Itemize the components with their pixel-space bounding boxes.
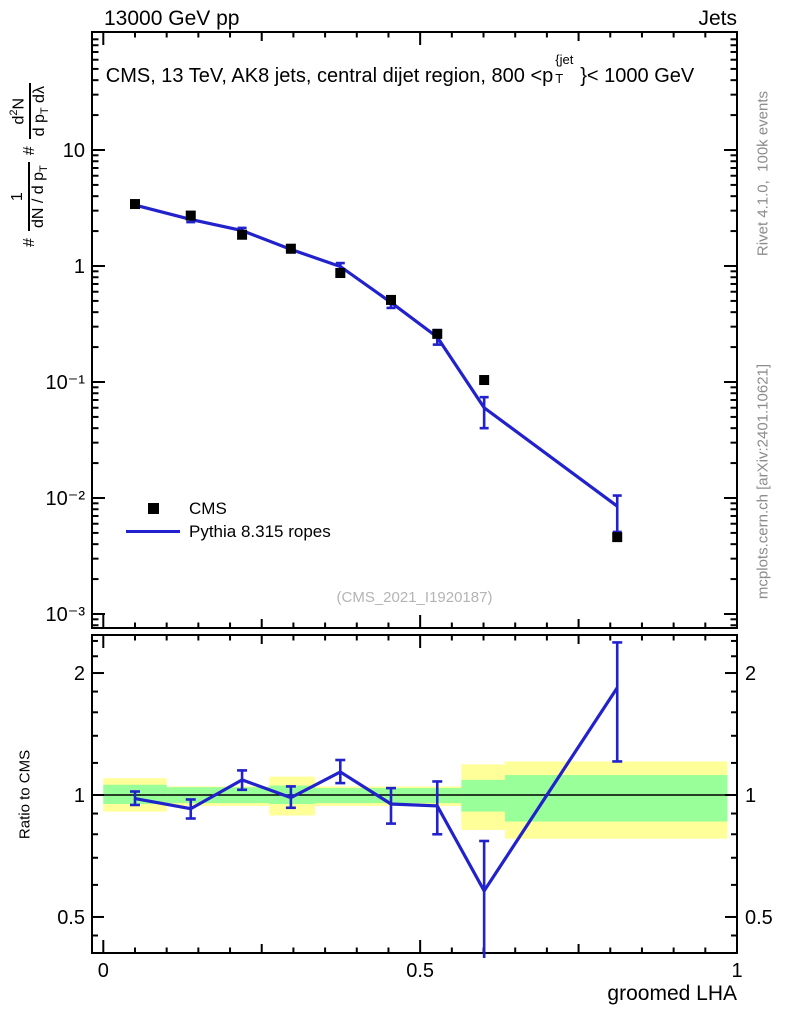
tick-label: 10⁻³ [46,604,86,626]
ratio-uncertainty-bands [103,761,728,839]
pt-jet-subscript: T [555,71,564,86]
fraction-one-over-dndpt: 1 dN / d pT [9,162,50,232]
axis-tick-labels: 10 1 10⁻¹ 10⁻² 10⁻³ 0.5 0.5 1 1 2 2 0 0.5 1 [46,140,773,982]
rivet-version-note: Rivet 4.1.0, 100k events [754,90,772,257]
cms-data-points [129,199,623,543]
cms-marker [185,210,196,221]
hash-symbol: # [21,238,38,247]
pt-jet-superscript: {jet [555,52,574,67]
cms-marker [285,243,296,254]
tick-label: 0.5 [57,907,85,929]
plot-title-post: }< 1000 GeV [580,65,695,87]
mcplots-arxiv-note: mcplots.cern.ch [arXiv:2401.10621] [754,363,772,600]
ratio-line [134,686,619,894]
tick-label: 2 [74,663,85,685]
axis-ticks [92,32,738,953]
cms-marker [479,375,490,386]
legend-entry-pythia: Pythia 8.315 ropes [126,520,331,543]
plot-title: CMS, 13 TeV, AK8 jets, central dijet reg… [60,52,740,88]
legend-label-cms: CMS [189,498,227,518]
tick-label: 0 [98,960,109,982]
cms-marker [385,294,396,305]
green-uncertainty-band [461,779,506,812]
tick-label: 1 [745,785,756,807]
tick-label: 2 [745,663,756,685]
ratio-curve [134,686,619,894]
tick-label: 10 [63,140,85,162]
cms-marker [335,268,346,279]
fraction-d2n-dptdlambda: d2N d pT dλ [8,83,52,140]
main-frame [91,31,738,629]
tick-label: 1 [74,785,85,807]
tick-label: 1 [731,960,742,982]
y-axis-label: # 1 dN / d pT # d2N d pT dλ [7,35,53,295]
cms-marker [432,328,443,339]
green-uncertainty-band [505,775,728,822]
pythia-error-bars [130,202,622,534]
cms-marker [129,199,140,210]
plot-title-pre: CMS, 13 TeV, AK8 jets, central dijet reg… [105,65,554,87]
legend: CMS Pythia 8.315 ropes [126,497,331,543]
beam-energy-title: 13000 GeV pp [104,7,240,30]
legend-label-pythia: Pythia 8.315 ropes [189,521,331,541]
x-axis-label: groomed LHA [607,982,737,1005]
process-title: Jets [698,7,737,30]
tick-label: 10⁻¹ [46,372,86,394]
pythia-line-swatch [126,530,180,533]
pt-jet-supsub: {jet T [553,52,580,86]
tick-label: 1 [74,256,85,278]
tick-label: 0.5 [745,907,773,929]
legend-entry-cms: CMS [126,497,331,520]
tick-label: 10⁻² [46,488,86,510]
tick-label: 0.5 [406,960,434,982]
hash-symbol: # [21,146,38,156]
ratio-axis-label: Ratio to CMS [16,749,34,840]
cms-square-marker-swatch [147,503,159,514]
cms-marker [237,229,248,240]
pythia-line [134,203,619,508]
analysis-id-watermark: (CMS_2021_I1920187) [336,589,493,606]
cms-marker [612,532,623,543]
pythia-prediction-curve [134,203,619,508]
